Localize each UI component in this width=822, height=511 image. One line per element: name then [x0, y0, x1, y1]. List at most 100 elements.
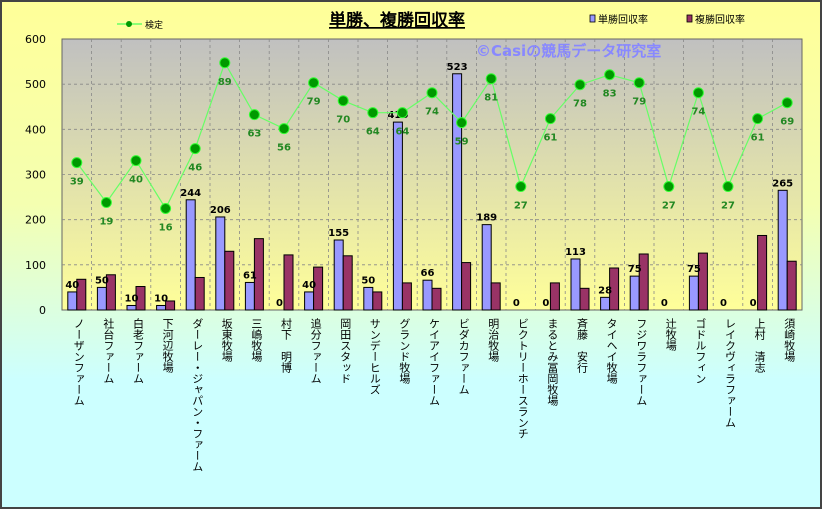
data-label-kentei: 40: [129, 175, 143, 186]
data-label-win: 75: [687, 264, 701, 275]
bar-place: [283, 254, 294, 311]
bar-place: [105, 274, 116, 311]
line-marker: [485, 73, 497, 85]
line-marker: [515, 181, 527, 193]
bar-win: [688, 275, 699, 311]
bar-place: [313, 266, 324, 311]
bar-place: [579, 287, 590, 311]
bar-win: [452, 73, 463, 311]
line-marker: [604, 69, 616, 81]
legend-label-place: 複勝回収率: [695, 13, 745, 26]
data-label-win: 28: [598, 285, 612, 296]
line-marker: [574, 79, 586, 91]
bar-win: [96, 286, 107, 311]
data-label-kentei: 79: [307, 97, 321, 108]
line-marker: [337, 95, 349, 107]
y-tick-label: 500: [25, 78, 46, 91]
data-label-win: 113: [565, 247, 586, 258]
bar-win: [422, 279, 433, 311]
x-tick-label: 斉藤 安行: [576, 317, 589, 374]
legend-swatch-place: [686, 14, 693, 23]
legend-label-kentei: 検定: [145, 19, 163, 31]
line-marker: [426, 87, 438, 99]
x-tick-label: 明治牧場: [487, 318, 500, 363]
data-label-win: 265: [772, 178, 793, 189]
line-marker: [396, 107, 408, 119]
bar-win: [777, 189, 788, 311]
bar-place: [135, 286, 146, 311]
line-marker: [722, 181, 734, 193]
bar-place: [757, 234, 768, 311]
bar-place: [372, 291, 383, 311]
bar-win: [629, 275, 640, 311]
bar-win: [304, 291, 315, 311]
bar-win: [126, 304, 137, 311]
line-marker: [752, 113, 764, 125]
watermark: ©Casiの競馬データ研究室: [476, 42, 661, 60]
x-tick-label: グランド牧場: [398, 318, 411, 385]
legend-label-win: 単勝回収率: [598, 13, 648, 26]
line-marker: [781, 97, 793, 109]
y-tick-label: 100: [25, 259, 46, 272]
bar-place: [697, 252, 708, 311]
y-tick-label: 200: [25, 214, 46, 227]
y-tick-label: 600: [25, 33, 46, 46]
x-tick-label: 三嶋牧場: [250, 318, 263, 363]
legend-swatch-win: [589, 14, 596, 23]
bar-place: [549, 282, 560, 311]
data-label-kentei: 39: [70, 177, 84, 188]
line-marker: [130, 155, 142, 167]
bar-win: [215, 216, 226, 311]
bar-place: [253, 238, 264, 311]
line-marker: [219, 57, 231, 69]
bar-win: [363, 286, 374, 311]
data-label-kentei: 74: [425, 107, 439, 118]
data-label-win: 155: [328, 228, 349, 239]
y-tick-label: 0: [39, 304, 46, 317]
data-label-win: 206: [210, 205, 231, 216]
x-tick-label: 村下 明博: [280, 317, 293, 374]
data-label-kentei: 56: [277, 143, 291, 154]
line-marker: [692, 87, 704, 99]
data-label-win: 244: [180, 188, 201, 199]
line-marker: [278, 123, 290, 135]
data-label-win: 40: [65, 280, 79, 291]
x-tick-label: 白老ファーム: [132, 317, 145, 384]
data-label-kentei: 74: [691, 107, 705, 118]
data-label-kentei: 69: [780, 117, 794, 128]
bar-place: [786, 260, 797, 311]
data-label-win: 40: [302, 280, 316, 291]
data-label-win: 523: [447, 62, 468, 73]
data-label-win: 61: [243, 270, 257, 281]
line-marker: [633, 77, 645, 89]
x-tick-label: ダーレー・ジャパン・ファーム: [191, 318, 204, 472]
x-tick-label: 岡田スタッド: [339, 318, 352, 384]
data-label-kentei: 59: [455, 137, 469, 148]
data-label-kentei: 61: [543, 133, 557, 144]
bar-win: [392, 121, 403, 311]
data-label-kentei: 83: [603, 89, 617, 100]
line-marker: [189, 143, 201, 155]
x-tick-label: 坂東牧場: [220, 318, 233, 363]
line-marker: [456, 117, 468, 129]
x-tick-label: 上村 清志: [753, 318, 766, 373]
data-label-win: 66: [421, 268, 435, 279]
line-marker: [544, 113, 556, 125]
x-tick-label: 須崎牧場: [783, 318, 796, 363]
data-label-kentei: 64: [395, 127, 409, 138]
bar-place: [401, 282, 412, 311]
bar-win: [185, 199, 196, 311]
data-label-kentei: 79: [632, 97, 646, 108]
bar-win: [570, 258, 581, 311]
data-label-kentei: 16: [159, 223, 173, 234]
line-marker: [160, 203, 172, 215]
data-label-kentei: 46: [188, 163, 202, 174]
x-tick-label: ビクトリーホースランチ: [516, 318, 529, 439]
x-tick-label: ビダカファーム: [457, 318, 470, 395]
line-marker: [663, 181, 675, 193]
bar-win: [67, 291, 78, 311]
x-tick-label: レイクヴィラファーム: [724, 318, 737, 428]
data-label-kentei: 19: [99, 217, 113, 228]
plot-area: [61, 38, 803, 311]
